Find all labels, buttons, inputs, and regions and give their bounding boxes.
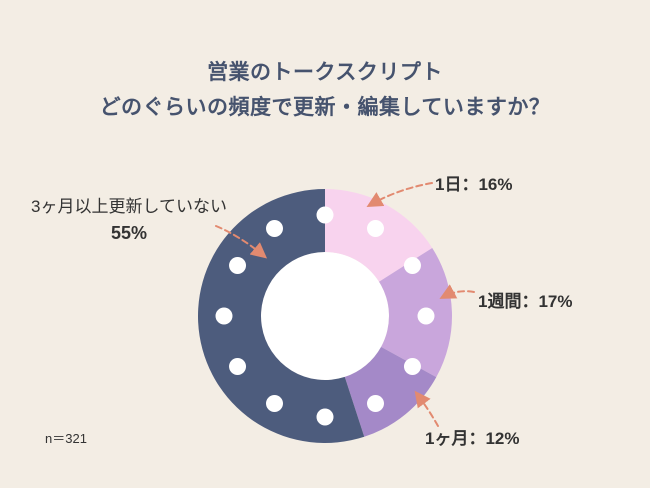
callout-day-percent: 16% [478,175,513,194]
chart-title-line1: 営業のトークスクリプト [207,61,443,84]
chart-title: 営業のトークスクリプト どのぐらいの頻度で更新・編集していますか？ [0,56,650,125]
ring-dot [367,394,384,412]
callout-month-percent: 12% [485,429,520,448]
callout-week: 1週間：17% [478,287,573,312]
callout-day: 1日：16% [435,170,513,195]
callout-week-label: 1週間： [478,292,539,311]
ring-dot [403,358,421,375]
callout-quarter-label: 3ヶ月以上更新していない [31,197,227,216]
ring-dot [316,206,334,224]
chart-title-line2: どのぐらいの頻度で更新・編集していますか？ [99,95,551,119]
ring-dot [417,307,435,325]
callout-month-label: 1ヶ月： [425,429,486,448]
ring-dot [316,408,334,426]
ring-dot [403,257,421,274]
ring-dot [229,257,247,274]
ring-dot [229,358,247,375]
ring-dot [367,220,384,238]
callout-quarter: 3ヶ月以上更新していない 55% [10,194,248,247]
ring-dot [215,307,233,325]
callout-quarter-percent: 55% [110,222,148,243]
sample-size-note: n＝321 [45,431,87,446]
ring-dot [266,220,283,238]
callout-month: 1ヶ月：12% [425,424,520,449]
ring-dot [266,394,283,412]
donut-segment-2 [379,247,452,378]
callout-week-percent: 17% [538,292,573,311]
callout-day-label: 1日： [435,175,479,194]
donut-hole [261,252,389,380]
